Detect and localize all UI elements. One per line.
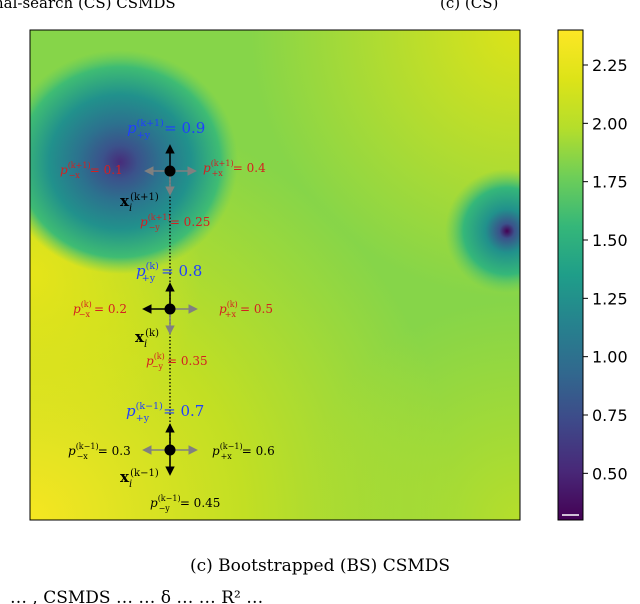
- p-plus-x-k-minus-1-label: p(k−1) +x = 0.6: [212, 442, 275, 461]
- colorbar-gradient: [557, 29, 584, 521]
- p-plus-x-k-plus-1-label: p(k+1) +x = 0.4: [203, 159, 266, 178]
- figure-caption: (c) Bootstrapped (BS) CSMDS: [189, 556, 451, 576]
- colorbar-tick-label: 0.75: [592, 406, 628, 425]
- p-minus-y-k-plus-1-label: p(k+1) −y = 0.25: [140, 213, 210, 232]
- heatmap-field: [30, 30, 520, 520]
- colorbar-tick-label: 2.00: [592, 114, 628, 133]
- colorbar-tick-label: 1.00: [592, 348, 628, 367]
- x-i-k-plus-1-label: xi(k+1): [120, 192, 159, 214]
- p-plus-y-k-plus-1-label: p(k+1) +y = 0.9: [127, 118, 205, 141]
- x-i-k-minus-1-label: xi(k−1): [120, 468, 159, 490]
- colorbar-tick-label: 1.25: [592, 289, 628, 308]
- x-i-k-label: xi(k): [135, 328, 159, 350]
- p-plus-y-k-label: p(k) +y = 0.8: [136, 261, 202, 284]
- colorbar-tick-label: 2.25: [592, 56, 628, 75]
- top-clip-left: nal-search (CS) CSMDS: [0, 0, 176, 12]
- heatmap-frame: [29, 29, 521, 521]
- p-minus-x-k-plus-1-label: p(k+1) −x = 0.1: [60, 161, 123, 180]
- p-minus-x-k-minus-1-label: p(k−1) −x = 0.3: [68, 442, 131, 461]
- arrows-k-minus-1: [142, 423, 198, 476]
- p-minus-x-k-label: p(k) −x = 0.2: [73, 300, 127, 319]
- colorbar-ticks: 2.25 2.00 1.75 1.50 1.25 1.00 0.75 0.50: [583, 56, 628, 483]
- p-plus-x-k-label: p(k) +x = 0.5: [219, 300, 273, 319]
- colorbar-tick-label: 1.50: [592, 231, 628, 250]
- arrows-k-plus-1: [144, 144, 197, 196]
- top-clip-right: (c) (CS): [440, 0, 499, 12]
- top-clipped-caption: nal-search (CS) CSMDS (c) (CS): [0, 0, 640, 12]
- p-minus-y-k-minus-1-label: p(k−1) −y = 0.45: [150, 494, 220, 513]
- arrows-k: [142, 282, 198, 335]
- p-minus-y-k-label: p(k) −y = 0.35: [146, 352, 208, 371]
- colorbar: 2.25 2.00 1.75 1.50 1.25 1.00 0.75 0.50: [557, 29, 628, 521]
- bottom-clipped-text: … , CSMDS … … δ … … R² …: [0, 588, 640, 604]
- colorbar-tick-label: 1.75: [592, 173, 628, 192]
- bottom-clip-text: … , CSMDS … … δ … … R² …: [10, 588, 264, 604]
- p-plus-y-k-minus-1-label: p(k−1) +y = 0.7: [126, 401, 204, 424]
- colorbar-tick-label: 0.50: [592, 464, 628, 483]
